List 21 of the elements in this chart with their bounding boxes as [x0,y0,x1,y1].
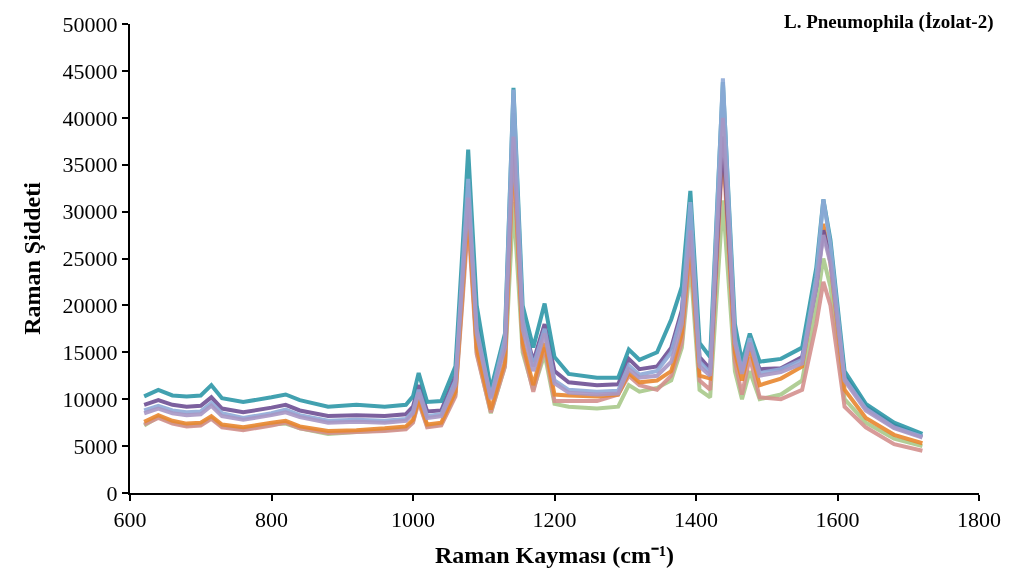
y-tick-label: 5000 [73,433,118,459]
y-tick-label: 0 [106,480,118,506]
y-tick-label: 30000 [62,199,118,225]
x-tick-label: 1200 [532,507,577,533]
y-tick-label: 40000 [62,105,118,131]
y-tick-label: 15000 [62,340,118,365]
x-axis-title: Raman Kayması (cm⁻¹) [434,542,675,569]
x-tick-label: 1000 [391,507,435,533]
x-tick-label: 1400 [674,507,718,533]
y-tick-label: 20000 [62,293,118,319]
x-tick-label: 1800 [957,507,1001,533]
x-tick-label: 1600 [815,507,860,533]
y-tick-label: 35000 [62,152,118,178]
y-axis-title: Raman Şiddeti [19,181,46,335]
x-tick-label: 600 [113,507,147,533]
y-tick-label: 50000 [62,11,118,37]
y-tick-label: 25000 [62,246,118,272]
y-tick-label: 45000 [62,58,118,84]
y-tick-label: 10000 [62,386,118,412]
x-tick-label: 800 [255,507,288,533]
chart-title: L. Pneumophila (İzolat-2) [783,10,994,33]
